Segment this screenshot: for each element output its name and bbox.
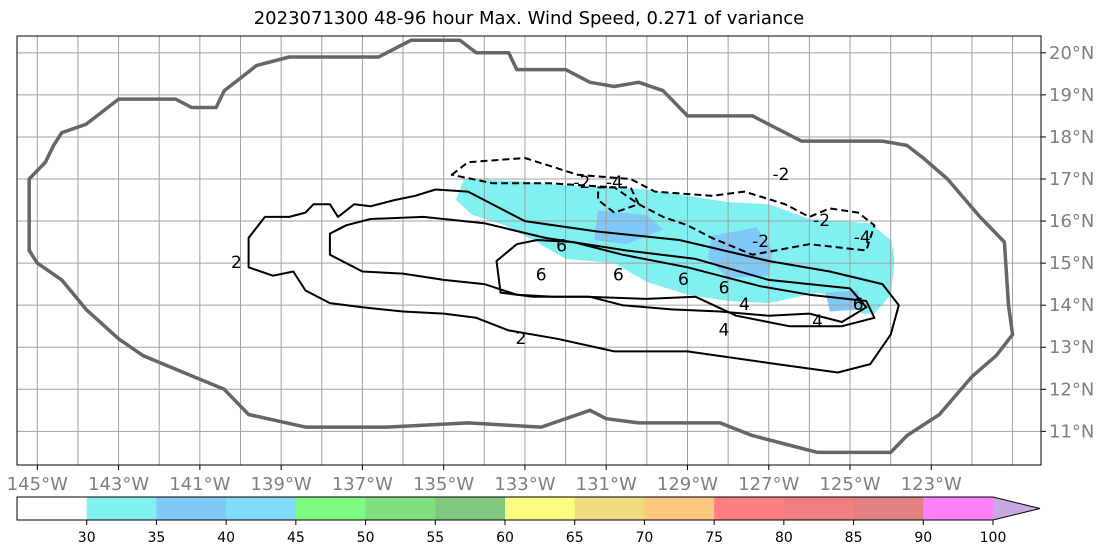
y-tick-label: 14°N <box>1049 295 1094 316</box>
shade-35-40 <box>825 290 863 312</box>
y-tick-label: 20°N <box>1049 43 1094 64</box>
y-tick-label: 12°N <box>1049 379 1094 400</box>
colorbar-label: 75 <box>705 530 723 546</box>
contour-label: -2 <box>573 173 590 193</box>
contour-label: 6 <box>613 266 624 286</box>
chart-title: 2023071300 48-96 hour Max. Wind Speed, 0… <box>253 8 805 29</box>
colorbar-segment <box>714 497 785 520</box>
colorbar-label: 30 <box>78 530 96 546</box>
x-tick-label: 131°W <box>576 474 637 495</box>
contour-2 <box>247 188 900 374</box>
colorbar-label: 65 <box>566 530 584 546</box>
contour-label: -4 <box>854 228 871 248</box>
contour-label: 6 <box>536 266 547 286</box>
y-tick-label: 11°N <box>1049 421 1094 442</box>
y-tick-label: 13°N <box>1049 337 1094 358</box>
contour-label: 6 <box>678 270 689 290</box>
y-tick-label: 15°N <box>1049 253 1094 274</box>
x-tick-label: 133°W <box>494 474 555 495</box>
domain-outline <box>27 38 1015 455</box>
colorbar-label: 60 <box>496 530 514 546</box>
plot-frame <box>16 35 1042 466</box>
colorbar-segment <box>644 497 715 520</box>
lat-lon-grid <box>17 36 1041 465</box>
contour-label: 4 <box>739 295 750 315</box>
contour-label: -2 <box>772 165 789 185</box>
colorbar: 30 35 40 45 50 55 60 65 70 75 80 85 90 100 <box>16 496 1041 546</box>
shade-35-40 <box>707 227 773 278</box>
contour-label: -2 <box>813 211 830 231</box>
contour-label: 6 <box>853 295 864 315</box>
contour-label: 2 <box>515 329 526 349</box>
contour-label: 4 <box>812 312 823 332</box>
contour-6 <box>495 239 876 328</box>
colorbar-segment <box>574 497 645 520</box>
contour-label: 6 <box>719 278 730 298</box>
contour-label: -2 <box>752 232 769 252</box>
x-axis-ticks: 145°W 143°W 141°W 139°W 137°W 135°W 133°W 131°W… <box>7 465 962 495</box>
y-tick-label: 19°N <box>1049 85 1094 106</box>
x-tick-label: 141°W <box>169 474 230 495</box>
x-tick-label: 135°W <box>413 474 474 495</box>
contour--4 <box>597 186 640 214</box>
colorbar-frame <box>16 496 1041 521</box>
x-tick-label: 137°W <box>332 474 393 495</box>
y-tick-label: 17°N <box>1049 169 1094 190</box>
y-tick-label: 18°N <box>1049 127 1094 148</box>
colorbar-label: 50 <box>357 530 375 546</box>
colorbar-label: 55 <box>426 530 444 546</box>
colorbar-segment <box>156 497 227 520</box>
x-tick-label: 123°W <box>901 474 962 495</box>
colorbar-label: 70 <box>636 530 654 546</box>
colorbar-label: 85 <box>845 530 863 546</box>
colorbar-label: 80 <box>775 530 793 546</box>
contour-label: 4 <box>719 320 730 340</box>
colorbar-label: 100 <box>980 530 1007 546</box>
x-tick-label: 143°W <box>88 474 149 495</box>
x-tick-label: 145°W <box>7 474 68 495</box>
colorbar-segment <box>853 497 924 520</box>
colorbar-segment <box>86 497 157 520</box>
colorbar-label: 35 <box>148 530 166 546</box>
x-tick-label: 125°W <box>819 474 880 495</box>
colorbar-segment <box>295 497 367 520</box>
contour--2 <box>450 157 876 256</box>
colorbar-label: 40 <box>217 530 235 546</box>
colorbar-segment <box>505 497 576 520</box>
contour-label: 2 <box>231 253 242 273</box>
colorbar-segment <box>783 497 855 520</box>
x-tick-label: 127°W <box>738 474 799 495</box>
y-axis-ticks: 11°N 12°N 13°N 14°N 15°N 16°N 17°N 18°N 19°N 20°N <box>1041 43 1094 442</box>
colorbar-segment <box>923 497 994 520</box>
colorbar-segment <box>435 497 506 520</box>
colorbar-label: 90 <box>914 530 932 546</box>
colorbar-segment <box>226 497 297 520</box>
contour-4 <box>328 215 868 323</box>
contour-lines <box>247 157 900 374</box>
contour-label: 6 <box>556 236 567 256</box>
colorbar-segment <box>17 497 88 520</box>
colorbar-label: 45 <box>287 530 305 546</box>
x-tick-label: 139°W <box>251 474 312 495</box>
contour-label: -4 <box>606 173 623 193</box>
x-tick-label: 129°W <box>657 474 718 495</box>
y-tick-label: 16°N <box>1049 211 1094 232</box>
colorbar-extend-max <box>993 497 1040 520</box>
domain-outline-path <box>27 38 1015 455</box>
colorbar-segment <box>365 497 436 520</box>
